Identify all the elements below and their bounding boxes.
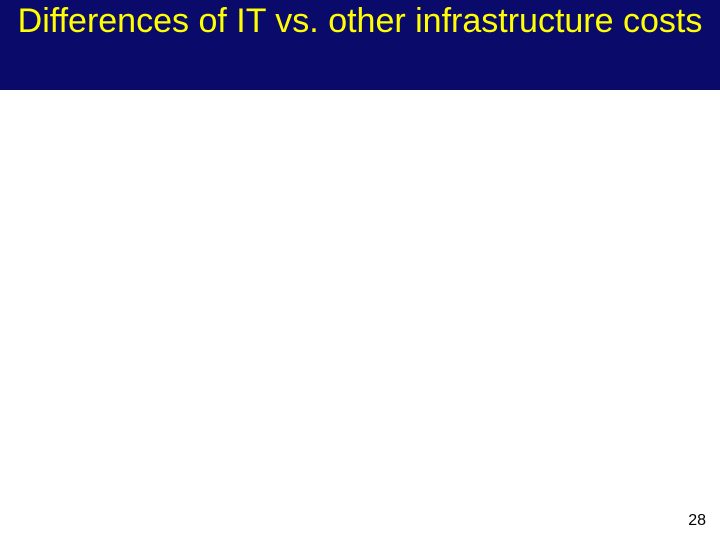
page-number: 28 [688,512,706,530]
slide-title-bar: Differences of IT vs. other infrastructu… [0,0,720,90]
slide-title: Differences of IT vs. other infrastructu… [18,2,703,40]
